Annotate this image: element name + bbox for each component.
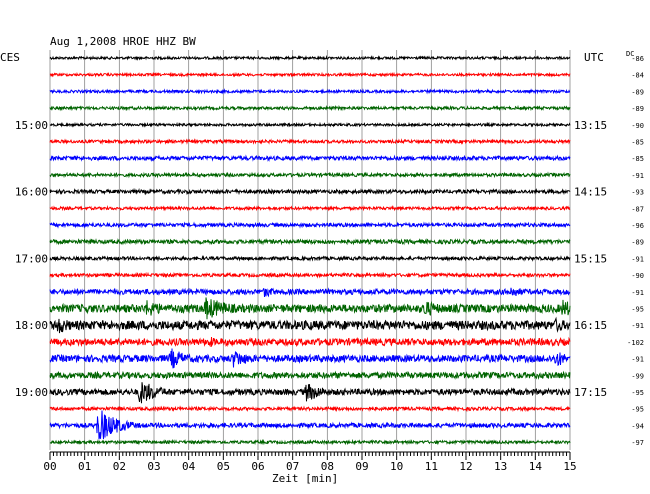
seismic-trace — [49, 88, 571, 95]
seismic-trace — [49, 187, 571, 196]
dc-offset-label: -91 — [631, 356, 644, 364]
left-hour-label: 16:00 — [15, 186, 48, 199]
dc-offset-label: -87 — [631, 205, 644, 213]
left-hour-label: 18:00 — [15, 319, 48, 332]
seismic-trace — [49, 221, 571, 229]
seismic-trace — [49, 336, 571, 348]
x-axis-label: Zeit [min] — [272, 472, 338, 485]
seismic-trace — [49, 370, 571, 381]
x-tick-label: 15 — [563, 460, 576, 473]
dc-offset-label: -89 — [631, 239, 644, 247]
right-zone-label: UTC — [584, 51, 604, 64]
seismic-trace — [49, 405, 571, 413]
x-tick-label: 04 — [182, 460, 196, 473]
dc-offset-label: -95 — [631, 306, 644, 314]
seismic-trace — [49, 104, 571, 112]
seismic-trace — [49, 297, 571, 320]
seismic-trace — [49, 271, 571, 279]
seismic-trace — [49, 171, 571, 179]
chart-title: Aug 1,2008 HROE HHZ BW — [50, 35, 196, 48]
dc-offset-label: -99 — [631, 372, 644, 380]
left-hour-labels: 15:00 16:00 17:00 18:00 19:00 — [15, 119, 48, 399]
right-hour-label: 14:15 — [574, 186, 607, 199]
x-tick-label: 01 — [78, 460, 91, 473]
x-tick-label: 05 — [217, 460, 230, 473]
x-tick-label: 00 — [43, 460, 56, 473]
right-hour-label: 15:15 — [574, 252, 607, 265]
x-axis: 00 01 02 03 04 05 06 07 08 09 10 11 12 13 14 15 — [43, 451, 577, 473]
dc-offset-label: -102 — [627, 339, 644, 347]
x-tick-label: 10 — [390, 460, 403, 473]
left-zone-label: CES — [0, 51, 20, 64]
x-tick-label: 12 — [459, 460, 472, 473]
seismic-trace — [49, 54, 571, 62]
grid-lines — [49, 50, 571, 450]
seismic-trace — [49, 138, 571, 145]
dc-offset-label: -90 — [631, 272, 644, 280]
x-tick-label: 11 — [425, 460, 438, 473]
x-tick-label: 14 — [529, 460, 543, 473]
dc-offset-label: -89 — [631, 105, 644, 113]
dc-offset-label: -91 — [631, 322, 644, 330]
seismic-trace — [49, 154, 571, 162]
x-tick-label: 07 — [286, 460, 299, 473]
dc-offset-label: -84 — [631, 72, 644, 80]
dc-label: DC — [626, 50, 634, 58]
right-hour-label: 16:15 — [574, 319, 607, 332]
seismic-trace — [49, 287, 571, 298]
seismic-trace — [49, 316, 571, 334]
dc-offset-label: -95 — [631, 389, 644, 397]
seismic-trace — [49, 348, 571, 369]
dc-offset-label: -96 — [631, 222, 644, 230]
right-hour-label: 17:15 — [574, 386, 607, 399]
left-hour-label: 17:00 — [15, 252, 48, 265]
x-tick-label: 06 — [251, 460, 264, 473]
left-hour-label: 15:00 — [15, 119, 48, 132]
seismic-trace — [49, 254, 571, 262]
seismic-trace — [49, 71, 571, 78]
dc-offset-label: -95 — [631, 406, 644, 414]
x-tick-label: 09 — [355, 460, 368, 473]
dc-offset-label: -94 — [631, 422, 644, 430]
seismic-trace — [49, 410, 571, 440]
x-tick-label: 02 — [113, 460, 126, 473]
dc-offset-label: -91 — [631, 289, 644, 297]
x-tick-label: 13 — [494, 460, 507, 473]
seismic-trace — [49, 438, 571, 446]
seismic-trace — [49, 238, 571, 246]
left-hour-label: 19:00 — [15, 386, 48, 399]
x-tick-label: 08 — [321, 460, 334, 473]
dc-offset-label: -85 — [631, 155, 644, 163]
trace-group — [49, 54, 571, 446]
dc-offset-label: -93 — [631, 189, 644, 197]
right-hour-labels: 13:15 14:15 15:15 16:15 17:15 — [574, 119, 607, 399]
dc-offset-label: -85 — [631, 139, 644, 147]
x-tick-label: 03 — [147, 460, 160, 473]
dc-offset-label: -91 — [631, 255, 644, 263]
dc-offset-label: -90 — [631, 122, 644, 130]
right-hour-label: 13:15 — [574, 119, 607, 132]
seismic-trace — [49, 121, 571, 128]
seismic-trace — [49, 382, 571, 404]
seismic-trace — [49, 205, 571, 212]
dc-offset-label: -86 — [631, 55, 644, 63]
dc-offset-label: -91 — [631, 172, 644, 180]
dc-labels: -86 -84 -89 -89 -90 -85 -85 -91 -93 -87 -96 -89 -91 -… — [627, 55, 644, 447]
dc-offset-label: -97 — [631, 439, 644, 447]
dc-offset-label: -89 — [631, 88, 644, 96]
